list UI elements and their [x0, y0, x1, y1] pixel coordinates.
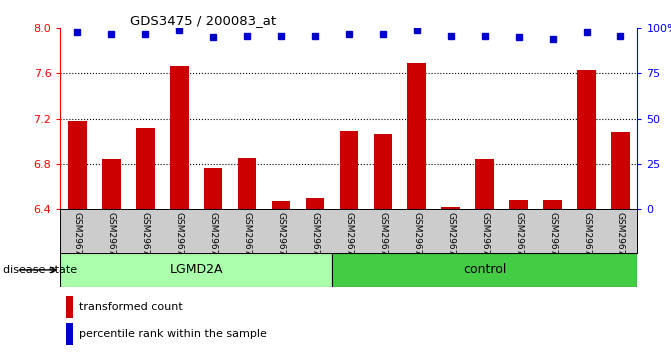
Text: GSM296747: GSM296747	[141, 212, 150, 267]
Bar	[170, 65, 189, 209]
Text: GSM296740: GSM296740	[378, 212, 387, 267]
Text: percentile rank within the sample: percentile rank within the sample	[79, 329, 267, 339]
Bar	[66, 323, 73, 345]
Bar	[442, 207, 460, 209]
Text: GSM296745: GSM296745	[514, 212, 523, 267]
Bar	[60, 253, 332, 287]
Bar	[238, 158, 256, 209]
Bar	[509, 200, 528, 209]
Text: GSM296739: GSM296739	[344, 212, 354, 267]
Bar	[68, 121, 87, 209]
Text: GSM296753: GSM296753	[276, 212, 286, 267]
Bar	[136, 128, 154, 209]
Bar	[305, 198, 324, 209]
Text: GSM296750: GSM296750	[616, 212, 625, 267]
Bar	[66, 296, 73, 318]
Bar	[102, 159, 121, 209]
Bar	[611, 132, 630, 209]
Text: GSM296754: GSM296754	[311, 212, 319, 267]
Text: LGMD2A: LGMD2A	[169, 263, 223, 276]
Text: transformed count: transformed count	[79, 302, 183, 312]
Text: GSM296746: GSM296746	[548, 212, 557, 267]
Bar	[475, 159, 494, 209]
Text: GSM296743: GSM296743	[446, 212, 455, 267]
Bar	[577, 70, 596, 209]
Text: GSM296749: GSM296749	[582, 212, 591, 267]
Text: GSM296748: GSM296748	[174, 212, 184, 267]
Text: GDS3475 / 200083_at: GDS3475 / 200083_at	[130, 14, 276, 27]
Text: disease state: disease state	[3, 265, 77, 275]
Bar	[204, 168, 223, 209]
Bar	[332, 253, 637, 287]
Text: GSM296738: GSM296738	[73, 212, 82, 267]
Bar	[340, 131, 358, 209]
Bar	[272, 201, 291, 209]
Text: GSM296752: GSM296752	[243, 212, 252, 267]
Text: control: control	[463, 263, 507, 276]
Bar	[544, 200, 562, 209]
Bar	[407, 63, 426, 209]
Text: GSM296751: GSM296751	[209, 212, 217, 267]
Text: GSM296742: GSM296742	[107, 212, 116, 267]
Text: GSM296744: GSM296744	[480, 212, 489, 267]
Bar	[374, 135, 392, 209]
Text: GSM296741: GSM296741	[412, 212, 421, 267]
